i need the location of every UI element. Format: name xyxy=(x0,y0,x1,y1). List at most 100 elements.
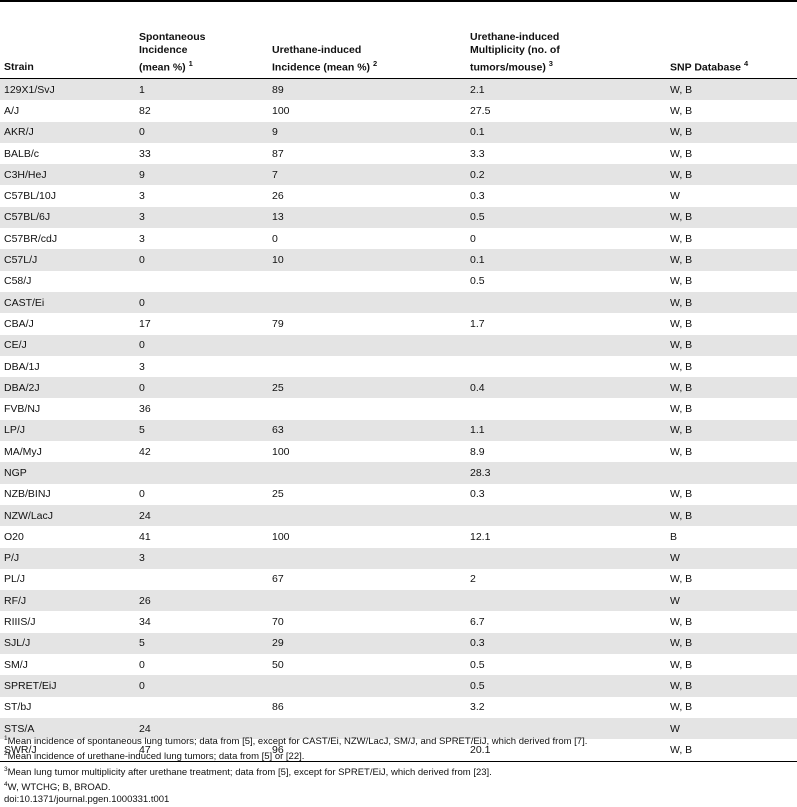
table-cell: B xyxy=(670,530,678,543)
table-cell: AKR/J xyxy=(0,121,135,143)
table-cell xyxy=(268,547,466,569)
column-header-line: Strain xyxy=(4,61,34,73)
table-cell: 50 xyxy=(272,658,284,671)
table-cell xyxy=(268,334,466,356)
table-cell: 0 xyxy=(135,291,268,314)
table-cell: 0.3 xyxy=(466,632,666,655)
table-cell: 0.5 xyxy=(470,275,485,288)
strain-table: Strain Spontaneous Incidence (mean %) 1 Uret… xyxy=(0,2,797,762)
table-cell: 3 xyxy=(135,547,268,569)
table-cell xyxy=(268,271,466,292)
table-cell: 100 xyxy=(272,530,290,543)
table-cell: 0 xyxy=(135,121,268,143)
table-cell: 25 xyxy=(272,488,284,501)
table-cell: 36 xyxy=(139,403,151,416)
table-cell: NZW/LacJ xyxy=(0,504,135,527)
table-cell: 100 xyxy=(272,445,290,458)
table-cell xyxy=(135,462,268,484)
table-cell: 0 xyxy=(135,675,268,697)
table-cell: 0 xyxy=(135,249,268,271)
table-cell: SJL/J xyxy=(0,632,135,655)
table-cell: 0.3 xyxy=(470,190,485,203)
column-header-line: Multiplicity (no. of xyxy=(470,43,560,56)
table-cell: 0.2 xyxy=(466,164,666,186)
column-header-line: Urethane-induced xyxy=(272,43,362,56)
footnote: 3Mean lung tumor multiplicity after uret… xyxy=(4,764,794,779)
footnote-marker: 4 xyxy=(743,58,749,68)
footnote: 4W, WTCHG; B, BROAD. xyxy=(4,779,794,794)
table-row: FVB/NJ 36 W, B xyxy=(0,398,797,419)
table-cell: 70 xyxy=(272,616,284,629)
table-cell: 9 xyxy=(268,121,466,143)
table-row: C57BR/cdJ 3 0 0 W, B xyxy=(0,228,797,249)
header-row: Strain Spontaneous Incidence (mean %) 1 Uret… xyxy=(0,2,797,79)
table-cell: 0 xyxy=(135,377,268,399)
table-cell: 3 xyxy=(139,190,145,203)
table-cell: W, B xyxy=(666,739,797,762)
table-cell: C57BL/6J xyxy=(0,206,135,229)
table-cell xyxy=(466,717,666,740)
table-cell: W, B xyxy=(670,616,693,629)
table-cell: DBA/2J xyxy=(0,377,135,399)
table-row: C58/J 0.5 W, B xyxy=(0,271,797,292)
table-row: DBA/1J 3 W, B xyxy=(0,356,797,377)
table-cell: W xyxy=(670,190,680,203)
table-cell: RIIIS/J xyxy=(4,616,36,629)
table-cell: 0.3 xyxy=(470,488,485,501)
table-cell: 0 xyxy=(139,488,145,501)
table-cell: 3.3 xyxy=(470,147,485,160)
table-row: SWR/J 47 96 20.1 W, B xyxy=(0,739,797,762)
table-cell: PL/J xyxy=(4,573,26,586)
table-footnotes: 1Mean incidence of spontaneous lung tumo… xyxy=(4,733,794,807)
table-cell xyxy=(466,504,666,527)
table-header: Strain Spontaneous Incidence (mean %) 1 Uret… xyxy=(0,2,797,79)
table-cell xyxy=(135,271,268,292)
footnote-marker: 2 xyxy=(4,750,8,758)
table-cell: W, B xyxy=(666,78,797,101)
footnote: 1Mean incidence of spontaneous lung tumo… xyxy=(4,733,794,748)
table-cell xyxy=(268,717,466,740)
table-row: SPRET/EiJ 0 0.5 W, B xyxy=(0,675,797,697)
table-cell: W xyxy=(666,717,797,740)
table-cell: 34 xyxy=(139,616,151,629)
table-cell: ST/bJ xyxy=(4,701,32,714)
column-header: Urethane-induced Incidence (mean %) 2 xyxy=(268,2,466,79)
table-cell: 47 xyxy=(135,739,268,762)
table-cell xyxy=(268,504,466,527)
table-cell: 0.5 xyxy=(466,675,666,697)
table-cell: W, B xyxy=(666,291,797,314)
table-cell: 3 xyxy=(139,360,145,373)
top-rule xyxy=(0,0,797,2)
table-cell: 25 xyxy=(268,377,466,399)
table-cell: 42 xyxy=(139,445,151,458)
table-cell: SWR/J xyxy=(0,739,135,762)
table-cell: DBA/1J xyxy=(4,360,40,373)
table-cell xyxy=(666,462,797,484)
table-cell: W, B xyxy=(670,317,693,330)
table-cell xyxy=(466,356,666,377)
table-row: SM/J 0 50 0.5 W, B xyxy=(0,654,797,675)
table-cell: W, B xyxy=(670,658,693,671)
table-cell xyxy=(135,697,268,718)
table-cell xyxy=(268,291,466,314)
table-cell: W, B xyxy=(670,232,693,245)
table-cell: W, B xyxy=(670,104,693,117)
table-cell: MA/MyJ xyxy=(4,445,42,458)
column-header-line: Incidence (mean %) 2 xyxy=(272,58,378,74)
table-row: CBA/J 17 79 1.7 W, B xyxy=(0,313,797,334)
column-header-line: tumors/mouse) 3 xyxy=(470,58,553,74)
table-cell: 12.1 xyxy=(470,530,491,543)
column-header: Urethane-induced Multiplicity (no. of tumo… xyxy=(466,2,666,79)
table-cell: NGP xyxy=(0,462,135,484)
table-row: C57BL/6J 3 13 0.5 W, B xyxy=(0,206,797,229)
table-cell: W xyxy=(666,590,797,612)
table-row: MA/MyJ 42 100 8.9 W, B xyxy=(0,441,797,462)
table-cell: 0 xyxy=(272,232,278,245)
table-body: 129X1/SvJ 1 89 2.1 W, B A/J 82 100 27.5 W, B AKR/J… xyxy=(0,78,797,762)
table-row: PL/J 67 2 W, B xyxy=(0,569,797,590)
table-cell: LP/J xyxy=(0,419,135,442)
table-cell: W, B xyxy=(666,206,797,229)
table-cell: W xyxy=(666,547,797,569)
table-row: NZB/BINJ 0 25 0.3 W, B xyxy=(0,484,797,505)
